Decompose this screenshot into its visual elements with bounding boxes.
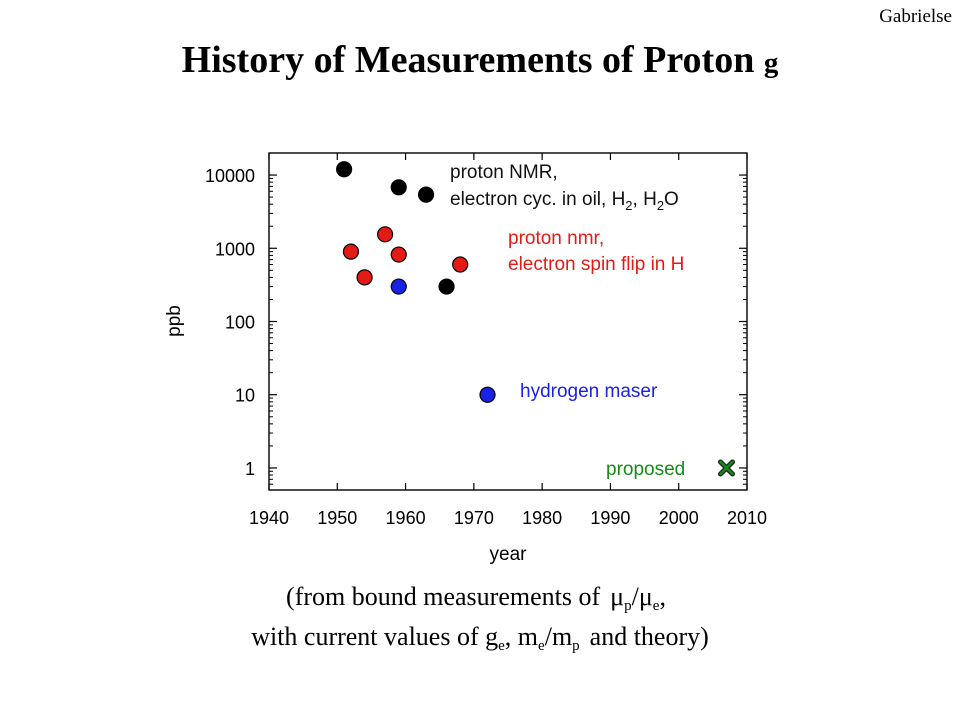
y-tick-label: 1	[245, 459, 255, 479]
annotation-black-sub1: 2	[625, 198, 632, 213]
caption-comma: ,	[504, 622, 512, 651]
page-title: History of Measurements of Proton g	[0, 38, 960, 82]
data-point-black	[390, 179, 407, 196]
data-point-green-x	[718, 459, 736, 477]
y-axis-ticks: 1 10 100 1000 10000	[205, 166, 747, 485]
x-tick-label: 1980	[522, 508, 562, 528]
data-point-red	[390, 246, 407, 263]
data-point-blue	[390, 278, 407, 295]
annotation-red-line2: electron spin flip in H	[508, 254, 684, 275]
caption-sub-ge: e	[498, 638, 505, 654]
data-point-red	[376, 226, 394, 243]
caption-mu-p: μ	[610, 582, 625, 611]
data-point-red	[342, 243, 360, 260]
y-axis-label: ppb	[164, 305, 185, 337]
caption-line1-suffix: ,	[659, 582, 666, 611]
annotation-black-sub2: 2	[657, 198, 664, 213]
annotation-black-line2b: , H	[633, 189, 657, 210]
caption-sub-mp: p	[572, 638, 580, 654]
x-tick-label: 1950	[317, 508, 357, 528]
x-axis-ticks: 1940 1950 1960 1970 1980 1990 2000 2010	[249, 153, 767, 528]
data-point-black	[336, 161, 353, 178]
caption-mu-e: μ	[638, 582, 653, 611]
caption-line2-prefix: with current values of g	[251, 622, 499, 651]
caption-m-p: m	[551, 622, 573, 651]
data-point-black	[438, 278, 455, 295]
annotation-black-line2a: electron cyc. in oil, H	[450, 189, 625, 210]
x-tick-label: 2000	[659, 508, 699, 528]
y-tick-label: 10	[235, 386, 255, 406]
caption-line2-suffix: and theory)	[589, 622, 709, 651]
y-tick-label: 10000	[205, 166, 255, 186]
data-point-red	[356, 269, 373, 286]
y-tick-label: 100	[225, 313, 255, 333]
data-point-black	[417, 186, 435, 203]
data-point-blue	[479, 386, 496, 403]
annotation-green: proposed	[606, 459, 685, 480]
caption-sub-me: e	[538, 638, 545, 654]
title-symbol: g	[763, 47, 779, 79]
x-tick-label: 1990	[590, 508, 630, 528]
x-tick-label: 2010	[727, 508, 767, 528]
author-name: Gabrielse	[879, 6, 952, 27]
annotation-black-line2: electron cyc. in oil, H2, H2O	[450, 189, 679, 213]
caption-sub-e: e	[652, 598, 660, 614]
caption-slash-2: /	[544, 622, 552, 651]
caption-m-e: m	[517, 622, 539, 651]
x-tick-label: 1940	[249, 508, 289, 528]
x-tick-label: 1970	[454, 508, 494, 528]
x-tick-label: 1960	[386, 508, 426, 528]
annotation-black-line2c: O	[664, 189, 679, 210]
data-point-red	[452, 256, 469, 273]
caption-slash: /	[631, 582, 639, 611]
title-main: History of Measurements of Proton	[181, 39, 755, 81]
caption-line-2: with current values of ge, me/mp and theo…	[0, 622, 960, 655]
x-axis-label: year	[490, 544, 528, 565]
annotation-blue: hydrogen maser	[520, 381, 658, 402]
data-points	[336, 161, 736, 477]
y-tick-label: 1000	[215, 239, 255, 259]
caption-sub-p: p	[624, 598, 632, 614]
annotation-black-line1: proton NMR,	[450, 162, 558, 183]
caption-line1-prefix: (from bound measurements of	[286, 582, 601, 611]
caption-line-1: (from bound measurements of μp/μe,	[0, 582, 956, 615]
annotation-red-line1: proton nmr,	[508, 228, 604, 249]
